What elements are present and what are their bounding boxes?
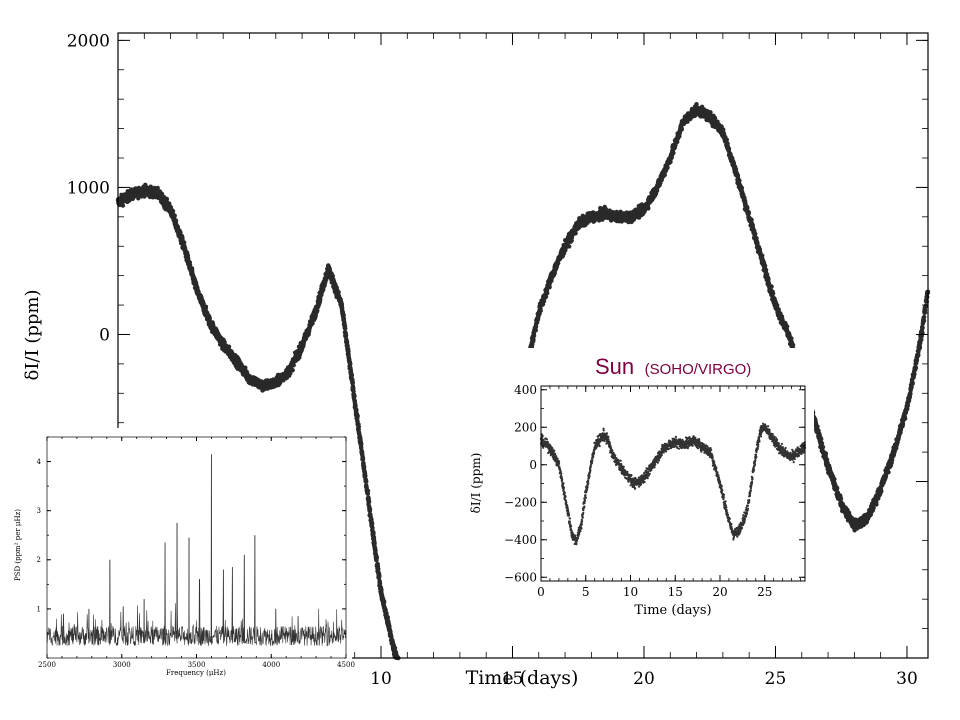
data-point [925,294,930,300]
data-point [646,206,651,211]
data-point [886,470,891,475]
data-point [820,444,826,450]
data-point [382,599,387,604]
data-point [352,393,357,399]
data-point [359,441,364,446]
data-point [355,413,360,419]
data-point [367,507,373,512]
data-point [903,416,908,421]
data-point [912,371,917,377]
data-point [913,365,919,370]
data-point [354,407,359,412]
data-point [369,521,375,526]
data-point [567,244,572,249]
data-point [920,325,925,330]
data-point [921,314,927,320]
data-point [243,365,248,370]
data-point [226,344,232,349]
data-point [201,301,206,306]
data-point [769,284,774,289]
data-point [360,456,366,461]
data-point [763,267,769,273]
data-point [531,333,537,338]
data-point [291,363,296,368]
data-point [290,368,295,373]
data-point [374,555,379,561]
data-point [366,499,372,504]
data-point [749,217,754,222]
data-point [178,230,183,235]
data-point [665,165,670,170]
data-point [376,566,381,572]
data-point [770,291,776,296]
data-point [708,110,713,115]
data-point [917,345,923,351]
data-point [671,150,676,156]
data-point [726,146,732,152]
data-point [349,372,355,378]
data-point [356,424,361,429]
data-point [922,310,928,315]
data-point [874,502,879,507]
data-point [923,303,928,309]
data-point [766,276,771,282]
data-point [538,308,543,313]
data-point [164,196,170,202]
data-point [573,231,578,236]
data-point [819,441,825,446]
data-point [910,381,915,386]
data-point [172,213,177,218]
data-point [120,203,126,208]
data-point [385,615,390,620]
data-point [547,285,552,290]
data-point [832,477,837,482]
data-point [379,587,384,592]
data-point [834,486,840,491]
data-point [737,178,742,183]
data-point [753,231,758,237]
data-point [739,185,745,191]
data-point [819,436,824,442]
data-point [365,488,371,494]
data-point [371,530,376,535]
data-point [207,316,212,321]
data-point [173,218,179,223]
data-point [823,451,829,456]
data-point [784,324,790,329]
data-point [790,342,796,348]
data-point [679,127,684,132]
data-point [155,185,160,191]
data-point [377,573,382,579]
data-point [343,326,348,331]
data-point [182,240,187,245]
data-point [348,361,353,367]
data-point [364,479,369,484]
data-point [168,205,174,210]
data-point [341,313,346,318]
data-point [545,290,550,296]
data-point [370,525,375,530]
data-point [789,336,794,341]
data-point [879,489,884,494]
data-point [372,540,377,545]
data-point [746,210,752,215]
data-point [721,127,726,132]
data-point [170,209,176,214]
data-point [203,304,209,309]
data-point [724,137,729,142]
